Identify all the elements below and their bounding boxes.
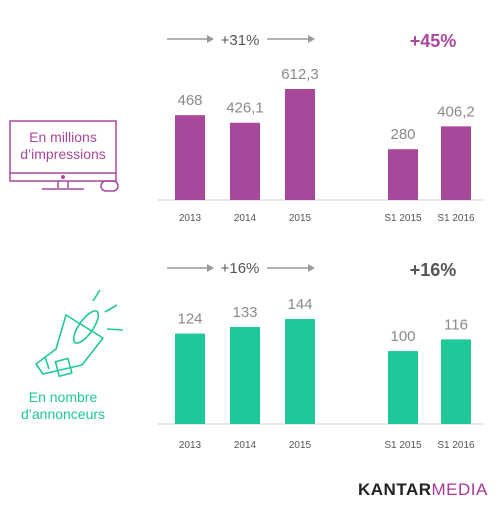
category-label: 2013 <box>179 213 202 224</box>
category-label: 2014 <box>234 213 257 224</box>
growth-arrow-right-head <box>308 35 315 43</box>
bar <box>388 351 418 424</box>
bar <box>285 88 315 200</box>
value-label: 144 <box>287 296 312 313</box>
logo-part1: KANTAR <box>358 480 432 499</box>
panel1-label: En millions d’impressions <box>10 129 116 163</box>
growth-label: +16% <box>221 260 260 277</box>
value-label: 100 <box>390 328 415 345</box>
bar <box>175 115 205 200</box>
bar <box>285 318 315 424</box>
panel1-label-line1: En millions <box>29 129 97 145</box>
category-label: S1 2016 <box>437 213 475 224</box>
category-label: S1 2016 <box>437 440 475 451</box>
category-label: S1 2015 <box>384 440 422 451</box>
growth-label: +31% <box>221 32 260 49</box>
highlight-growth-label: +16% <box>410 260 457 280</box>
value-label: 426,1 <box>226 100 264 117</box>
panel2-label-line1: En nombre <box>28 389 98 405</box>
value-label: 612,3 <box>281 66 319 83</box>
category-label: 2014 <box>234 440 257 451</box>
bar <box>230 327 260 424</box>
growth-arrow-right-head <box>308 264 315 272</box>
value-label: 280 <box>390 126 415 143</box>
value-label: 133 <box>232 304 257 321</box>
value-label: 116 <box>444 316 468 333</box>
panel2-label-line2: d’annonceurs <box>20 406 106 422</box>
category-label: S1 2015 <box>384 213 422 224</box>
bar <box>441 339 471 424</box>
value-label: 468 <box>177 92 202 109</box>
highlight-growth-label: +45% <box>410 31 457 51</box>
growth-arrow-left-head <box>207 35 214 43</box>
bar <box>388 149 418 200</box>
bar <box>441 126 471 200</box>
value-label: 406,2 <box>437 103 475 120</box>
value-label: 124 <box>177 311 202 328</box>
category-label: 2015 <box>289 213 312 224</box>
growth-arrow-left-head <box>207 264 214 272</box>
megaphone-icon <box>35 289 124 378</box>
panel1-label-line2: d’impressions <box>20 146 106 162</box>
category-label: 2013 <box>179 440 202 451</box>
logo-part2: MEDIA <box>431 480 488 499</box>
kantar-media-logo: KANTARMEDIA <box>358 480 488 500</box>
computer-monitor-icon <box>9 120 119 192</box>
bar <box>230 122 260 200</box>
bar <box>175 333 205 424</box>
panel2-label: En nombre d’annonceurs <box>10 389 116 423</box>
category-label: 2015 <box>289 440 312 451</box>
